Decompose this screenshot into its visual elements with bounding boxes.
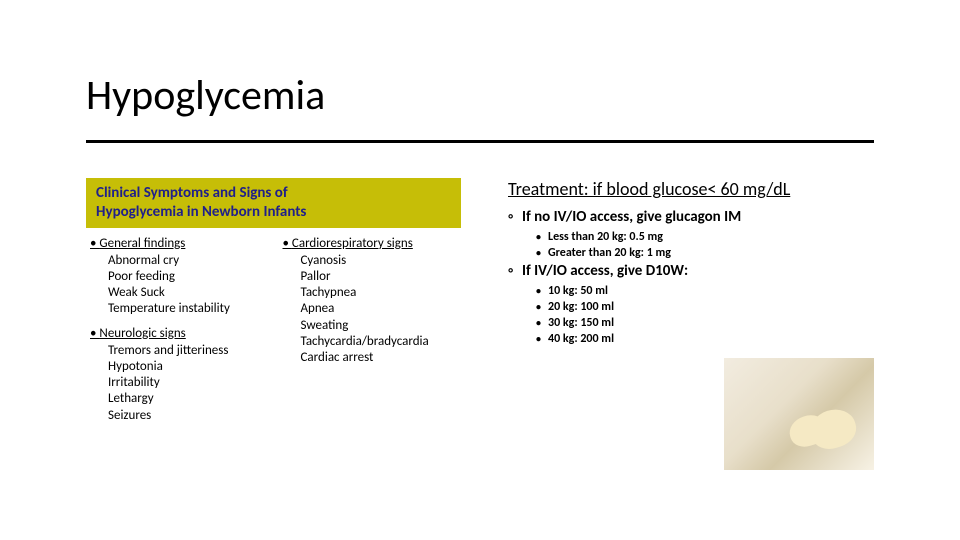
panel-col-2: Cardiorespiratory signs Cyanosis Pallor … xyxy=(283,236,458,432)
group-title: Neurologic signs xyxy=(90,326,265,341)
list-item: Seizures xyxy=(108,408,265,424)
list-item: Tachycardia/bradycardia xyxy=(301,334,458,350)
sub-bullet: 40 kg: 200 ml xyxy=(508,332,874,346)
sub-bullet: Greater than 20 kg: 1 mg xyxy=(508,246,874,260)
sub-bullet: 30 kg: 150 ml xyxy=(508,316,874,330)
title-rule xyxy=(86,140,874,143)
group-title: General findings xyxy=(90,236,265,251)
sub-bullet: Less than 20 kg: 0.5 mg xyxy=(508,230,874,244)
symptoms-panel: Clinical Symptoms and Signs of Hypoglyce… xyxy=(86,178,461,432)
list-item: Lethargy xyxy=(108,391,265,407)
list-item: Weak Suck xyxy=(108,285,265,301)
panel-heading: Clinical Symptoms and Signs of Hypoglyce… xyxy=(86,178,461,228)
page-title: Hypoglycemia xyxy=(86,70,325,121)
group-general: General findings Abnormal cry Poor feedi… xyxy=(90,236,265,318)
slide: Hypoglycemia Clinical Symptoms and Signs… xyxy=(0,0,960,540)
list-item: Pallor xyxy=(301,269,458,285)
sub-bullet: 10 kg: 50 ml xyxy=(508,284,874,298)
treatment-heading: Treatment: if blood glucose< 60 mg/dL xyxy=(508,178,874,200)
list-item: Sweating xyxy=(301,318,458,334)
list-item: Poor feeding xyxy=(108,269,265,285)
list-item: Cyanosis xyxy=(301,253,458,269)
sub-bullet: 20 kg: 100 ml xyxy=(508,300,874,314)
panel-heading-line2: Hypoglycemia in Newborn Infants xyxy=(96,203,306,221)
list-item: Temperature instability xyxy=(108,301,265,317)
list-item: Abnormal cry xyxy=(108,253,265,269)
list-item: Apnea xyxy=(301,301,458,317)
bullet-iv-access: If IV/IO access, give D10W: xyxy=(508,262,874,280)
photo-placeholder xyxy=(724,358,874,470)
list-item: Tachypnea xyxy=(301,285,458,301)
bullet-no-access: If no IV/IO access, give glucagon IM xyxy=(508,208,874,226)
group-neuro: Neurologic signs Tremors and jitteriness… xyxy=(90,326,265,424)
panel-body: General findings Abnormal cry Poor feedi… xyxy=(86,228,461,432)
treatment-block: Treatment: if blood glucose< 60 mg/dL If… xyxy=(508,178,874,348)
group-title: Cardiorespiratory signs xyxy=(283,236,458,251)
list-item: Irritability xyxy=(108,375,265,391)
panel-col-1: General findings Abnormal cry Poor feedi… xyxy=(90,236,265,432)
list-item: Hypotonia xyxy=(108,359,265,375)
list-item: Tremors and jitteriness xyxy=(108,343,265,359)
group-cardio: Cardiorespiratory signs Cyanosis Pallor … xyxy=(283,236,458,367)
list-item: Cardiac arrest xyxy=(301,350,458,366)
panel-heading-line1: Clinical Symptoms and Signs of xyxy=(96,184,288,202)
